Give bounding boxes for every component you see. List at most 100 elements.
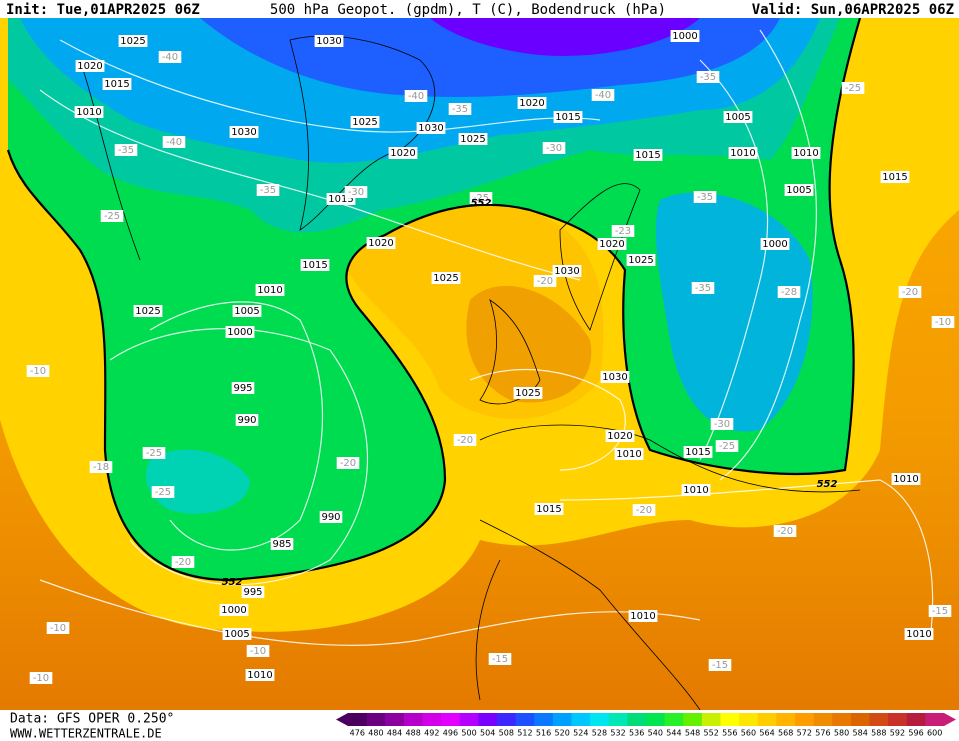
isobar-label: 1015 bbox=[882, 172, 907, 183]
colorbar-cell bbox=[850, 713, 870, 726]
isobar-label-box bbox=[904, 628, 934, 640]
colorbar-cell bbox=[534, 713, 554, 726]
temperature-label-box bbox=[533, 275, 557, 287]
isobar bbox=[469, 369, 626, 471]
temperature-label-box bbox=[469, 192, 493, 204]
isobar-label-box bbox=[366, 237, 396, 249]
temperature-label: -28 bbox=[781, 287, 797, 298]
temperature-label-box bbox=[158, 51, 182, 63]
isobar-label-box bbox=[553, 111, 583, 123]
isobar-label: 1005 bbox=[725, 112, 750, 123]
isobar-label-box bbox=[597, 238, 627, 250]
colorbar-cell bbox=[515, 713, 535, 726]
isobar-label-box bbox=[600, 371, 630, 383]
colorbar-label: 576 bbox=[815, 729, 830, 738]
isobar-label: 1000 bbox=[762, 239, 787, 250]
isobar-label-box bbox=[791, 147, 821, 159]
isobar-label: 1015 bbox=[302, 260, 327, 271]
colorbar-cell bbox=[664, 713, 684, 726]
colorbar-cell bbox=[757, 713, 777, 726]
temperature-label: -30 bbox=[348, 187, 364, 198]
colorbar-arrow-low bbox=[336, 713, 348, 726]
temperature-label: -35 bbox=[697, 192, 713, 203]
colorbar-cell bbox=[776, 713, 796, 726]
colorbar-label: 572 bbox=[797, 729, 812, 738]
isobar-label: 1020 bbox=[599, 239, 624, 250]
colorbar-cell bbox=[925, 713, 945, 726]
colorbar-label: 488 bbox=[406, 729, 421, 738]
temperature-label: -35 bbox=[700, 72, 716, 83]
britain bbox=[479, 299, 541, 405]
temperature-label: -35 bbox=[695, 283, 711, 294]
isobar-label-box bbox=[388, 147, 418, 159]
isobar-label-box bbox=[225, 326, 255, 338]
temperature-label: -40 bbox=[408, 91, 424, 102]
isobar-label-box bbox=[605, 430, 635, 442]
temperature-label: -25 bbox=[473, 193, 489, 204]
isobar-label: 1010 bbox=[616, 449, 641, 460]
isobar-label-box bbox=[255, 284, 285, 296]
colorbar-cell bbox=[552, 713, 572, 726]
temperature-label: -20 bbox=[175, 557, 191, 568]
colorbar-label: 556 bbox=[722, 729, 737, 738]
temperature-label-box bbox=[708, 659, 732, 671]
temperature-label: -25 bbox=[845, 83, 861, 94]
colorbar-cell bbox=[906, 713, 926, 726]
isobar-label: 1015 bbox=[685, 447, 710, 458]
isobar-label: 1025 bbox=[135, 306, 160, 317]
isobar bbox=[559, 479, 934, 641]
temperature-label: -15 bbox=[712, 660, 728, 671]
temperature-label-box bbox=[488, 653, 512, 665]
isobar-label-box bbox=[229, 126, 259, 138]
temperature-label: -30 bbox=[546, 143, 562, 154]
isobar-label: 1010 bbox=[683, 485, 708, 496]
temperature-label-box bbox=[928, 605, 952, 617]
isobar-label-box bbox=[74, 106, 104, 118]
colorbar-cell bbox=[795, 713, 815, 726]
isobar-label-box bbox=[232, 305, 262, 317]
isobar-label: 1030 bbox=[554, 266, 579, 277]
temperature-label: -35 bbox=[260, 185, 276, 196]
colorbar-cell bbox=[869, 713, 889, 726]
isobar-label: 1020 bbox=[519, 98, 544, 109]
isobar-label: 1005 bbox=[224, 629, 249, 640]
isobar-label: 1005 bbox=[786, 185, 811, 196]
colorbar-label: 592 bbox=[890, 729, 905, 738]
isobar-label: 1010 bbox=[793, 148, 818, 159]
colorbar-label: 560 bbox=[741, 729, 756, 738]
trough-field bbox=[655, 192, 813, 432]
data-source: Data: GFS OPER 0.250° bbox=[10, 712, 174, 727]
isobar-label: 1010 bbox=[76, 107, 101, 118]
isobar-label-box bbox=[723, 111, 753, 123]
colorbar-cell bbox=[646, 713, 666, 726]
colorbar-label: 544 bbox=[666, 729, 681, 738]
colorbar-cell bbox=[571, 713, 591, 726]
temperature-label: -40 bbox=[595, 90, 611, 101]
isobar-label-box bbox=[102, 78, 132, 90]
coldest-core bbox=[430, 18, 700, 56]
temperature-label: -10 bbox=[33, 673, 49, 684]
isobar bbox=[149, 301, 324, 551]
isobar-label-box bbox=[628, 610, 658, 622]
temperature-label-box bbox=[142, 447, 166, 459]
temperature-label: -40 bbox=[162, 52, 178, 63]
isobar-label: 1015 bbox=[328, 194, 353, 205]
temperature-label: -10 bbox=[935, 317, 951, 328]
temperature-label: -10 bbox=[250, 646, 266, 657]
map-title: 500 hPa Geopot. (gpdm), T (C), Bodendruc… bbox=[270, 2, 666, 18]
temperature-label-box bbox=[693, 191, 717, 203]
isobar-label-box bbox=[534, 503, 564, 515]
temperature-label-box bbox=[114, 144, 138, 156]
isobar-label: 1030 bbox=[418, 123, 443, 134]
colorbar-label: 600 bbox=[927, 729, 942, 738]
temperature-label-box bbox=[151, 486, 175, 498]
colorbar-cell bbox=[720, 713, 740, 726]
temperature-label: -20 bbox=[777, 526, 793, 537]
temperature-label-box bbox=[710, 418, 734, 430]
colorbar-label: 508 bbox=[499, 729, 514, 738]
temperature-label: -15 bbox=[932, 606, 948, 617]
isobar-label: 995 bbox=[233, 383, 252, 394]
temperature-label-box bbox=[691, 282, 715, 294]
valid-time: Valid: Sun,06APR2025 06Z bbox=[752, 2, 954, 18]
colorbar-label: 536 bbox=[629, 729, 644, 738]
